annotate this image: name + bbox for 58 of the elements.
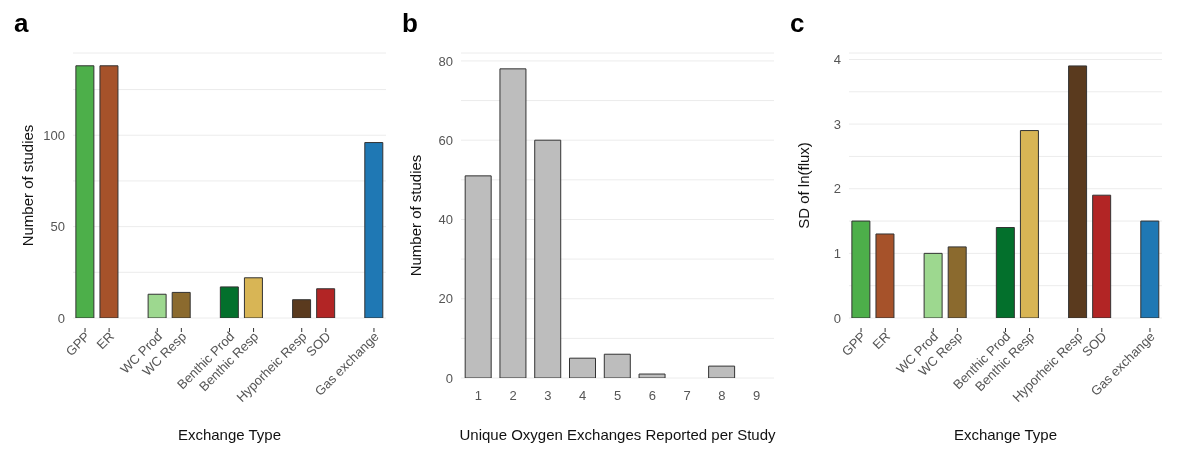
x-axis-title: Exchange Type (953, 426, 1058, 443)
y-tick-label: 2 (833, 181, 841, 197)
y-tick-label: 0 (445, 370, 453, 386)
bar (464, 175, 492, 378)
bar (875, 233, 895, 318)
y-tick-label: 3 (833, 116, 841, 132)
chart-title: b (402, 8, 418, 39)
x-tick-label: 3 (544, 388, 552, 403)
bar (569, 357, 597, 378)
bar (851, 220, 871, 318)
x-tick-label: 1 (474, 388, 483, 403)
x-tick-label: 9 (752, 388, 761, 403)
bar (1140, 220, 1160, 318)
x-tick-label: ER (93, 328, 117, 353)
y-tick-label: 4 (833, 52, 841, 68)
chart-title: c (790, 8, 805, 39)
x-tick-label: 5 (613, 388, 622, 403)
bar (75, 65, 95, 318)
y-tick-label: 0 (833, 310, 841, 326)
bar (995, 227, 1015, 318)
bar (638, 373, 666, 378)
x-tick-label: 8 (718, 388, 726, 403)
bar (923, 252, 943, 318)
y-axis-title: SD of ln(flux) (795, 142, 813, 229)
x-axis-title: Exchange Type (177, 426, 282, 443)
bar (316, 288, 336, 318)
y-tick-label: 50 (50, 219, 65, 235)
chart-title: a (14, 8, 29, 39)
y-tick-label: 20 (438, 291, 453, 307)
bar (708, 365, 736, 378)
bar (364, 142, 384, 318)
bar (292, 299, 312, 318)
y-tick-label: 0 (57, 310, 65, 326)
bar (499, 68, 527, 378)
y-axis-title: Number of studies (407, 154, 425, 277)
bar (243, 277, 263, 318)
bar (99, 65, 119, 318)
x-tick-label: 6 (648, 388, 656, 403)
y-tick-label: 80 (438, 53, 453, 69)
y-tick-label: 40 (438, 212, 453, 228)
bar (147, 293, 167, 318)
x-tick-label: 2 (509, 388, 517, 403)
bar (1068, 65, 1088, 318)
bar (947, 246, 967, 318)
y-tick-label: 100 (43, 127, 65, 143)
y-tick-label: 1 (833, 245, 841, 261)
bar (171, 291, 191, 318)
y-axis-title: Number of studies (19, 124, 37, 247)
bar (1019, 130, 1039, 318)
bar (603, 353, 631, 378)
x-tick-label: 4 (579, 388, 587, 403)
x-axis-title: Unique Oxygen Exchanges Reported per Study (459, 426, 777, 443)
bar (1092, 194, 1112, 318)
x-tick-label: 7 (683, 388, 691, 403)
y-tick-label: 60 (438, 132, 453, 148)
bar (534, 139, 562, 378)
x-tick-label: ER (869, 328, 893, 353)
bar (219, 286, 239, 318)
